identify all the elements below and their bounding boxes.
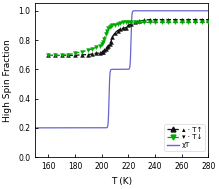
- Y-axis label: High Spin Fraction: High Spin Fraction: [4, 39, 12, 122]
- X-axis label: T (K): T (K): [111, 177, 132, 186]
- Legend: ▴ · T↑, ▾ · T↓, χT: ▴ · T↑, ▾ · T↓, χT: [164, 124, 205, 151]
